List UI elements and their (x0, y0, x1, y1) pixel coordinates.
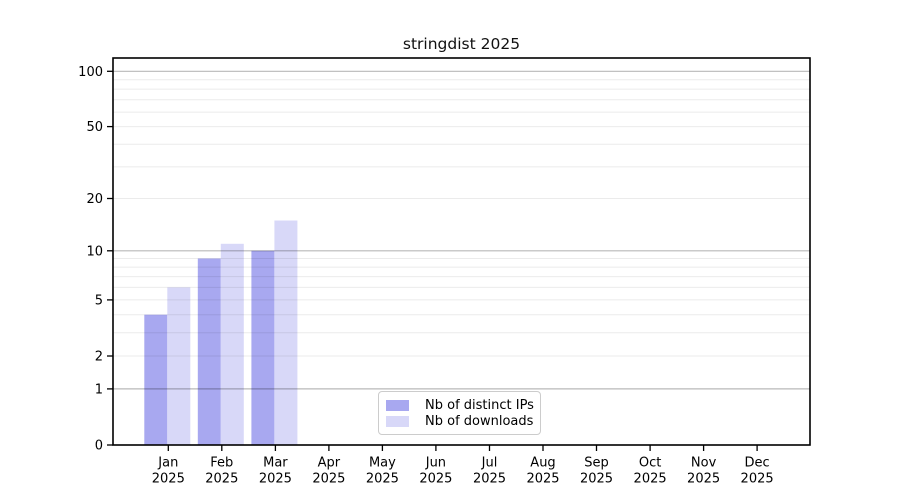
x-tick-label-aug: Aug 2025 (526, 456, 559, 487)
bar-distinct-ips-jan (144, 314, 168, 445)
y-tick-label: 20 (86, 192, 103, 207)
bar-distinct-ips-feb (197, 258, 221, 445)
plot-border (112, 57, 811, 446)
x-tick-label-apr: Apr 2025 (312, 456, 345, 487)
legend-item-downloads: Nb of downloads (386, 414, 534, 431)
y-tick-label: 10 (86, 244, 103, 259)
bar-distinct-ips-mar (251, 250, 275, 445)
bar-downloads-mar (274, 220, 298, 445)
legend-swatch-distinct-ips (386, 399, 409, 411)
y-tick-label: 2 (95, 350, 103, 365)
x-tick-label-feb: Feb 2025 (205, 456, 238, 487)
x-tick-label-mar: Mar 2025 (259, 456, 292, 487)
legend-label-distinct-ips: Nb of distinct IPs (425, 397, 534, 413)
y-tick-label: 100 (78, 65, 103, 80)
x-tick-label-sep: Sep 2025 (580, 456, 613, 487)
bar-downloads-jan (167, 287, 191, 445)
x-tick-label-jan: Jan 2025 (152, 456, 185, 487)
x-tick-label-oct: Oct 2025 (634, 456, 667, 487)
x-tick-label-may: May 2025 (366, 456, 399, 487)
legend-swatch-downloads (386, 416, 409, 428)
y-tick-label: 1 (95, 382, 103, 397)
legend-label-downloads: Nb of downloads (425, 414, 534, 430)
x-tick-label-jun: Jun 2025 (419, 456, 452, 487)
chart-title: stringdist 2025 (402, 35, 521, 53)
legend-item-distinct-ips: Nb of distinct IPs (386, 397, 534, 414)
y-tick-label: 5 (95, 293, 103, 308)
x-tick-label-nov: Nov 2025 (687, 456, 720, 487)
x-tick-label-dec: Dec 2025 (741, 456, 774, 487)
y-tick-label: 50 (86, 120, 103, 135)
y-tick-label: 0 (95, 439, 103, 454)
x-tick-label-jul: Jul 2025 (473, 456, 506, 487)
bar-downloads-feb (220, 243, 244, 445)
legend: Nb of distinct IPs Nb of downloads (378, 391, 541, 435)
